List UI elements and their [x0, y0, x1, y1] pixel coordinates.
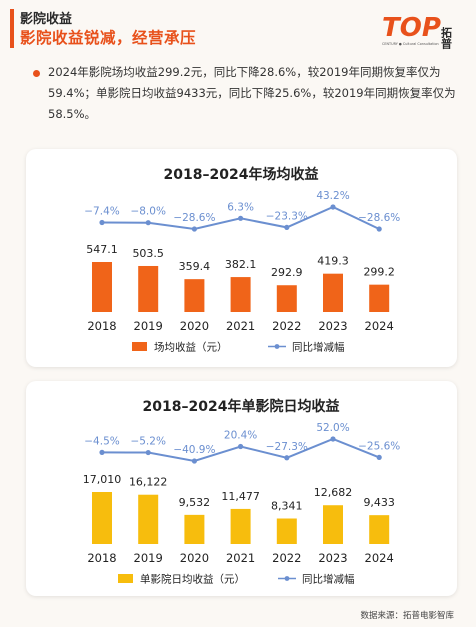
bar	[230, 508, 251, 544]
bar-value-label: 12,682	[314, 486, 353, 499]
bar-value-label: 503.5	[132, 247, 164, 260]
yoy-change-label: −28.6%	[358, 212, 400, 224]
yoy-change-label: −5.2%	[130, 436, 165, 448]
chart-title: 2018–2024年场均收益	[164, 166, 319, 183]
yoy-change-point	[284, 455, 290, 461]
yoy-change-label: −4.5%	[84, 435, 119, 447]
bar	[92, 492, 112, 544]
yoy-change-point	[238, 215, 244, 221]
bar	[276, 285, 297, 312]
logo-wordmark: TOP	[382, 13, 441, 43]
yoy-change-point	[376, 454, 382, 460]
yoy-change-point	[145, 220, 151, 226]
yoy-change-point	[238, 443, 244, 450]
yoy-change-point	[376, 226, 382, 232]
yoy-change-point	[330, 204, 336, 210]
x-tick-label: 2020	[180, 319, 209, 333]
bar-value-label: 9,433	[363, 496, 395, 509]
yoy-change-point	[330, 436, 336, 442]
legend-bar-swatch	[132, 342, 147, 351]
chart-card-daily-revenue: 2018–2024年单影院日均收益 −4.5% −5.2% −40.9% 20.4% −2…	[26, 381, 457, 596]
x-tick-label: 2024	[365, 319, 394, 333]
legend-bar-label: 单影院日均收益（元）	[140, 573, 245, 586]
yoy-change-point	[191, 226, 197, 232]
x-tick-label: 2020	[180, 551, 209, 565]
brand-logo: TOP 拓普 CENTURY ● Cultural Consultation	[382, 13, 453, 50]
yoy-change-label: −27.3%	[266, 441, 308, 453]
legend-bar-label: 场均收益（元）	[154, 341, 228, 354]
bar-value-label: 292.9	[271, 266, 303, 279]
bar	[184, 514, 205, 544]
logo-brand: 拓普	[440, 26, 453, 50]
legend-bar-swatch	[118, 574, 133, 583]
yoy-change-label: −7.4%	[84, 206, 119, 218]
bar-value-label: 9,532	[179, 496, 211, 509]
yoy-change-label: −8.0%	[130, 206, 165, 218]
bar-value-label: 17,010	[83, 473, 122, 486]
x-tick-label: 2018	[87, 551, 116, 565]
bar-value-label: 11,477	[221, 490, 260, 503]
x-tick-label: 2021	[226, 319, 255, 333]
yoy-change-point	[99, 449, 105, 455]
section-label: 影院收益	[20, 12, 73, 27]
legend-line-label: 同比增减幅	[292, 341, 345, 354]
bar-value-label: 299.2	[363, 266, 395, 279]
yoy-change-label: −23.3%	[266, 210, 308, 222]
x-tick-label: 2022	[272, 551, 301, 565]
bar-value-label: 419.3	[317, 255, 349, 268]
legend-line-marker	[284, 576, 290, 581]
legend-line-label: 同比增减幅	[302, 573, 355, 586]
x-tick-label: 2024	[365, 551, 394, 565]
legend-line-marker	[274, 344, 280, 349]
logo-tagline: CENTURY ● Cultural Consultation	[382, 42, 439, 46]
x-tick-label: 2023	[318, 551, 347, 565]
bar	[369, 515, 390, 544]
bar	[323, 505, 343, 544]
chart-title: 2018–2024年单影院日均收益	[143, 398, 340, 415]
bar	[369, 284, 390, 312]
data-source: 数据来源：拓普电影智库	[360, 611, 454, 621]
bar-value-label: 359.4	[179, 260, 211, 273]
yoy-change-label: −40.9%	[173, 444, 215, 456]
bar-value-label: 547.1	[86, 243, 118, 256]
page-headline: 影院收益锐减，经营承压	[20, 29, 197, 47]
chart-daily-revenue: 2018–2024年单影院日均收益 −4.5% −5.2% −40.9% 20.4% −2…	[83, 398, 401, 586]
bar	[230, 277, 251, 312]
bar	[92, 262, 112, 312]
bar	[323, 273, 343, 312]
bar	[276, 518, 297, 544]
yoy-change-point	[284, 224, 290, 230]
yoy-change-point	[191, 458, 197, 464]
bar-value-label: 8,341	[271, 500, 303, 513]
yoy-change-point	[145, 449, 151, 456]
x-tick-label: 2019	[134, 319, 163, 333]
chart-avg-revenue: 2018–2024年场均收益 −7.4% −8.0% −28.6% 6.3% −23.3%…	[84, 166, 400, 354]
header-accent-bar	[10, 9, 14, 48]
yoy-change-label: 43.2%	[316, 190, 349, 202]
yoy-change-label: 52.0%	[316, 422, 349, 434]
chart-card-avg-revenue: 2018–2024年场均收益 −7.4% −8.0% −28.6% 6.3% −23.3%…	[26, 149, 457, 367]
x-tick-label: 2018	[87, 319, 116, 333]
x-tick-label: 2019	[134, 551, 163, 565]
summary-text: 2024年影院场均收益299.2元，同比下降28.6%，较2019年同期恢复率仅…	[48, 65, 456, 121]
bar	[138, 494, 159, 544]
x-tick-label: 2022	[272, 319, 301, 333]
bar	[184, 279, 205, 312]
bar	[138, 265, 159, 312]
x-tick-label: 2021	[226, 551, 255, 565]
yoy-change-label: 6.3%	[227, 201, 254, 213]
yoy-change-point	[99, 219, 105, 226]
x-tick-label: 2023	[318, 319, 347, 333]
yoy-change-label: −28.6%	[173, 212, 215, 224]
yoy-change-label: 20.4%	[224, 429, 257, 441]
bar-value-label: 16,122	[129, 476, 168, 489]
bar-value-label: 382.1	[225, 258, 257, 271]
summary-bullet	[33, 70, 40, 77]
yoy-change-label: −25.6%	[358, 440, 400, 452]
